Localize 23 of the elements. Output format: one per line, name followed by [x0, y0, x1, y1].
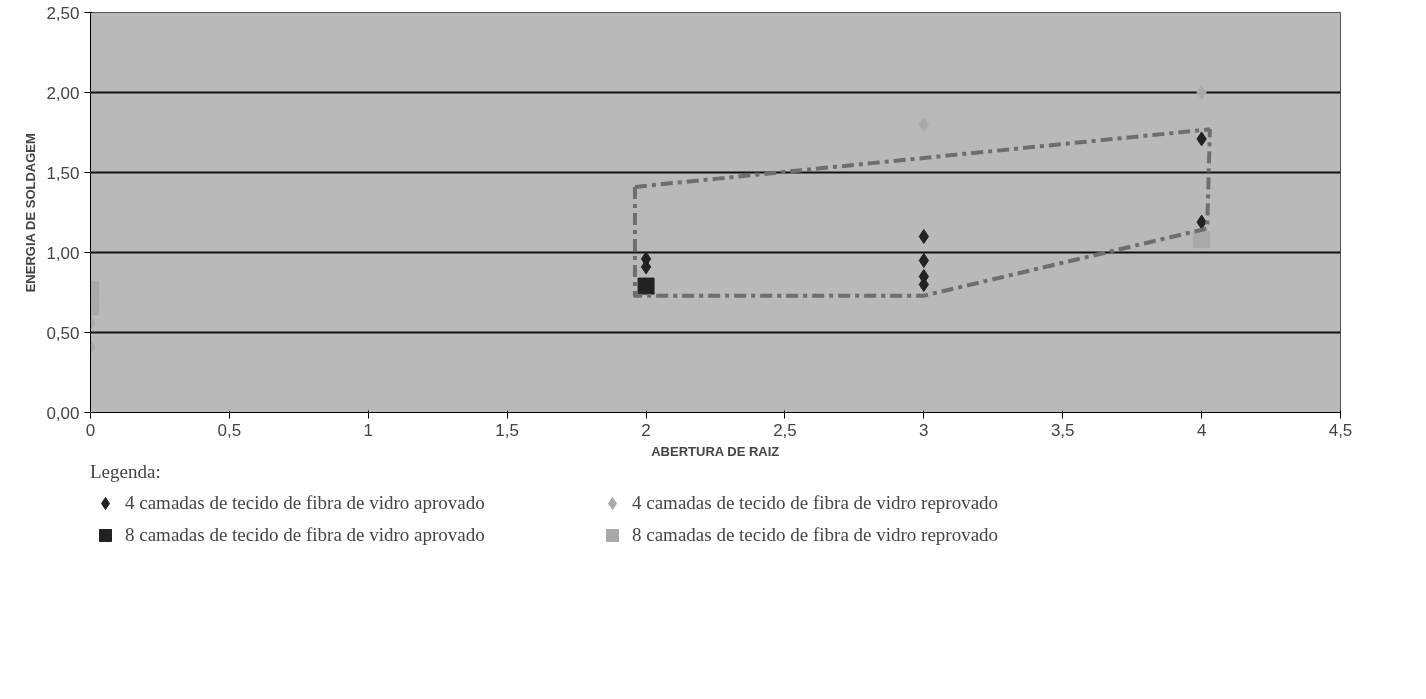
- y-tick-label: 1,50: [46, 163, 80, 183]
- legend-title: Legenda:: [90, 461, 162, 483]
- x-tick-label: 3,5: [1050, 420, 1075, 440]
- x-tick-label: 2,5: [773, 420, 797, 440]
- y-axis-title: ENERGIA DE SOLDAGEM: [23, 133, 39, 293]
- y-tick-label: 1,00: [46, 243, 80, 263]
- x-tick-label: 4: [1196, 420, 1207, 440]
- legend-label: 4 camadas de tecido de fibra de vidro reprovado: [632, 492, 1000, 514]
- x-tick-label: 4,5: [1328, 420, 1353, 440]
- y-tick-label: 0,50: [46, 323, 80, 343]
- x-tick-label: 0: [85, 420, 96, 440]
- y-tick-label: 2,50: [46, 3, 80, 23]
- legend-label: 4 camadas de tecido de fibra de vidro aprovado: [125, 492, 486, 514]
- legend-label: 8 camadas de tecido de fibra de vidro reprovado: [632, 524, 1000, 546]
- y-tick-label: 0,00: [46, 403, 80, 423]
- x-tick-label: 2: [641, 420, 651, 440]
- legend-label: 8 camadas de tecido de fibra de vidro aprovado: [125, 524, 486, 546]
- y-tick-label: 2,00: [46, 83, 80, 103]
- x-tick-label: 3: [919, 420, 929, 440]
- x-tick-label: 1,5: [495, 420, 519, 440]
- x-tick-label: 0,5: [217, 420, 242, 440]
- x-axis-title: ABERTURA DE RAIZ: [651, 443, 780, 459]
- x-tick-label: 1: [363, 420, 374, 440]
